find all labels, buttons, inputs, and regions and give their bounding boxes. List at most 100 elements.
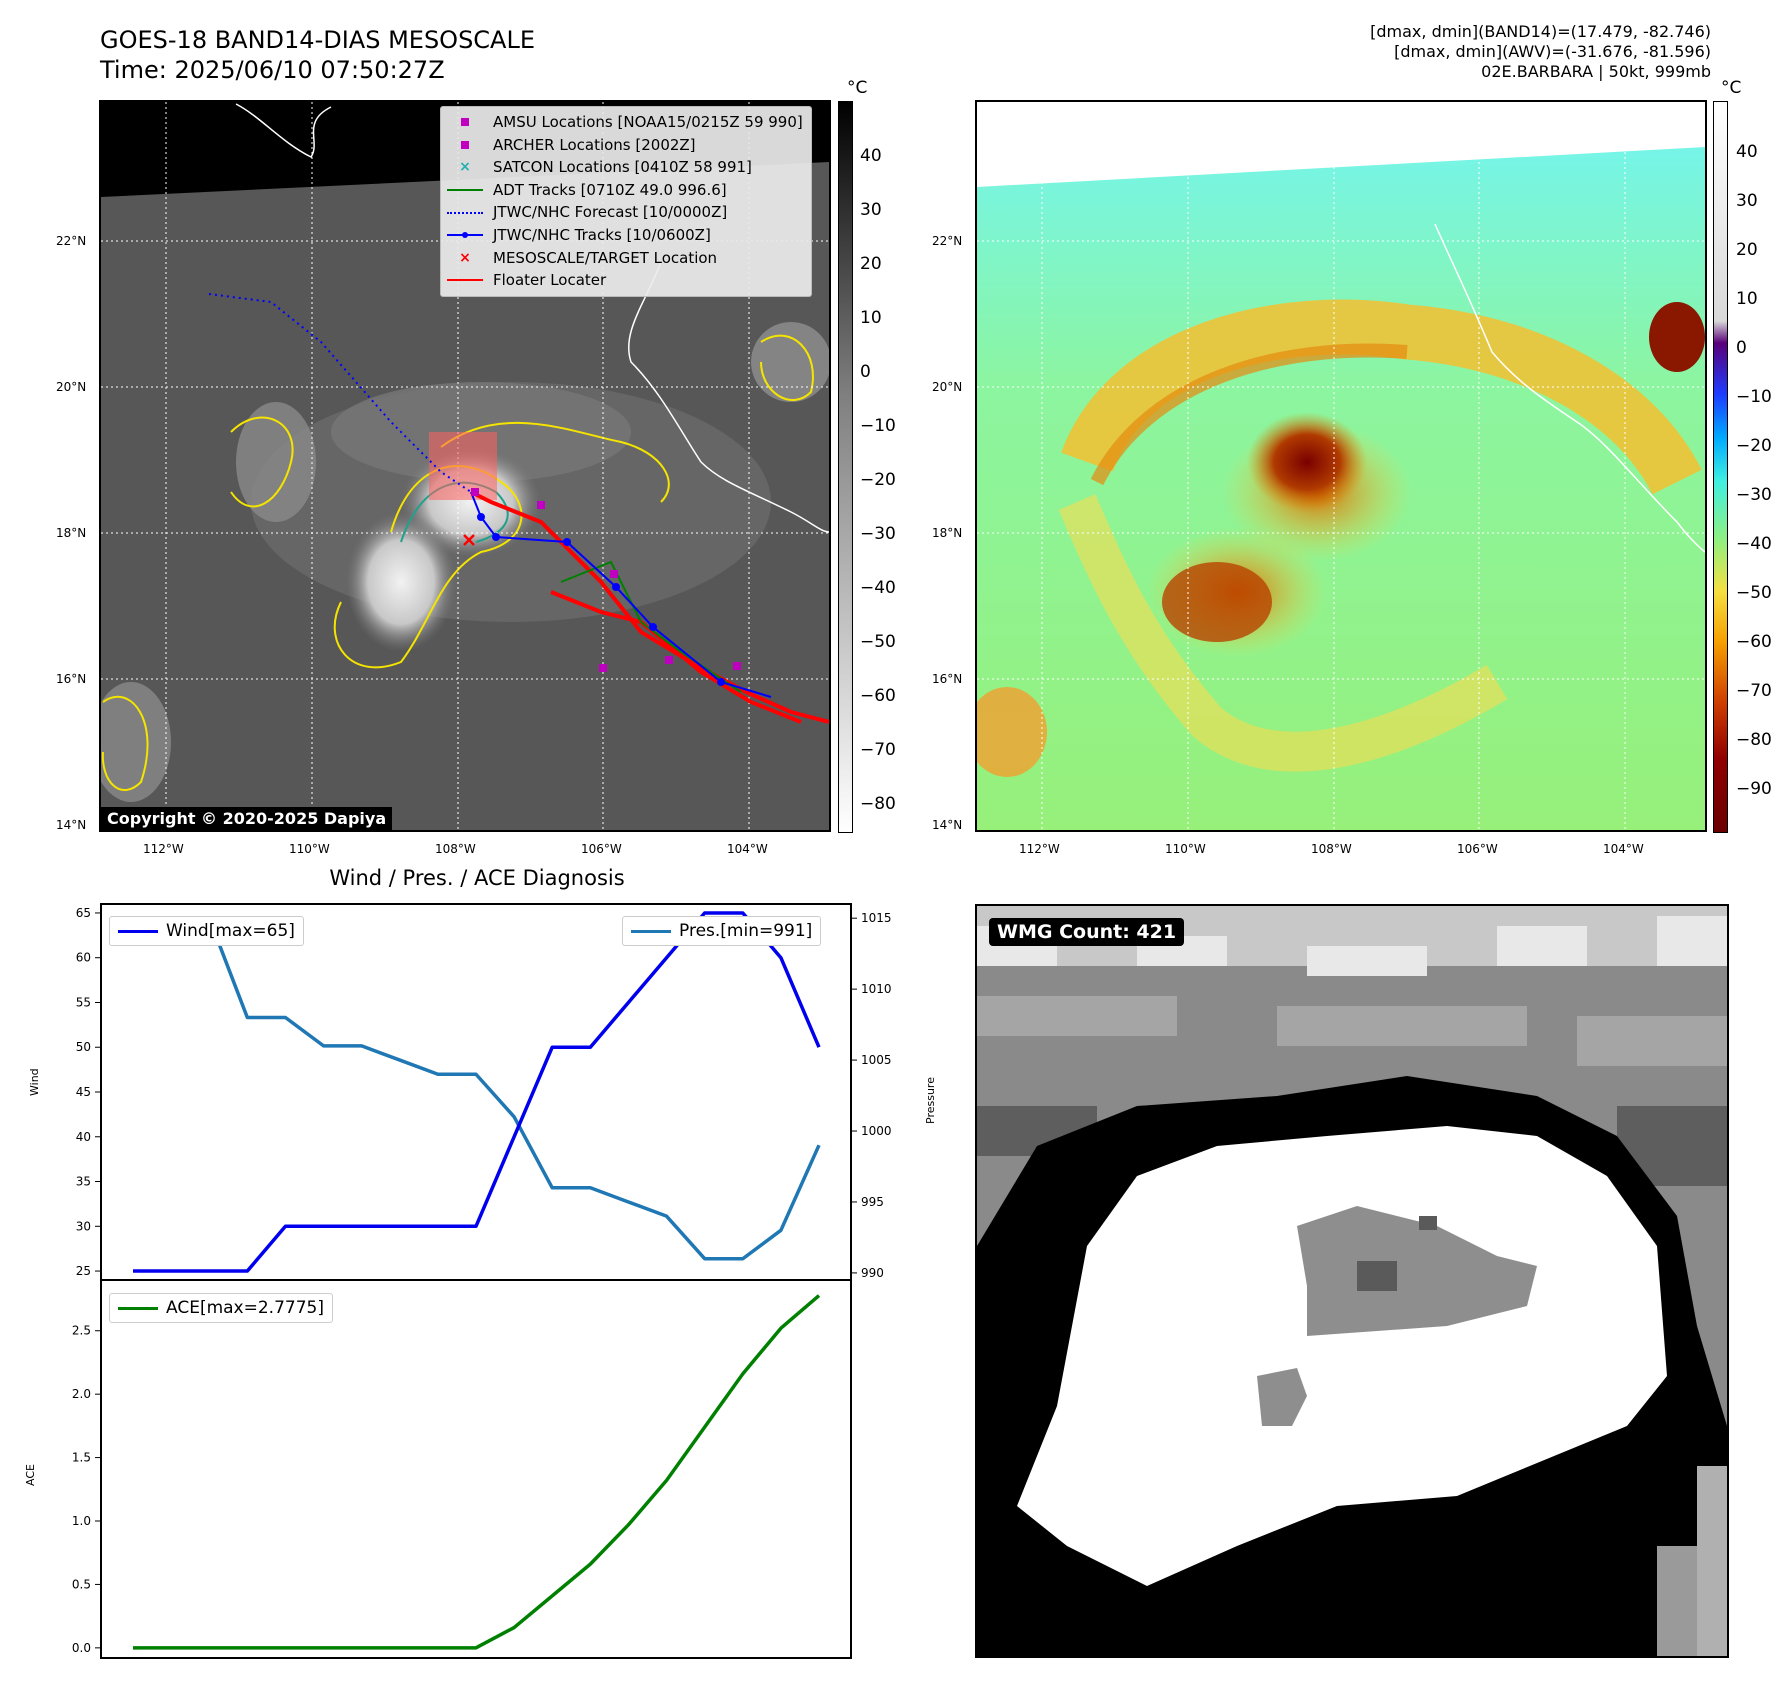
legend-pressure: Pres.[min=991] xyxy=(622,916,822,946)
colorbar-gray-tick: −20 xyxy=(860,470,896,490)
colorbar-awv-tick: 0 xyxy=(1736,338,1747,358)
pressure-axis-tick-label: 990 xyxy=(861,1266,884,1280)
ace-axis-tick-label: 2.5 xyxy=(72,1324,91,1338)
lat-label-22-left: 22°N xyxy=(56,234,87,248)
colorbar-gray-tick: 0 xyxy=(860,362,871,382)
lat-label-18-right: 18°N xyxy=(932,526,963,540)
diagnosis-title: Wind / Pres. / ACE Diagnosis xyxy=(329,866,625,890)
lat-label-14-left: 14°N xyxy=(56,818,87,832)
legend-pressure-swatch xyxy=(631,929,671,933)
colorbar-awv xyxy=(1713,101,1728,833)
ace-axes: 0.0 0.5 1.0 1.5 2.0 2.5 xyxy=(72,1279,852,1659)
wmg-count-label: WMG Count: 421 xyxy=(989,918,1185,946)
pressure-axis-tick-label: 1005 xyxy=(861,1053,892,1067)
lon-label-106-right: 106°W xyxy=(1457,842,1498,856)
colorbar-awv-tick: −20 xyxy=(1736,436,1772,456)
colorbar-awv-tick: −60 xyxy=(1736,632,1772,652)
lon-label-104-right: 104°W xyxy=(1603,842,1644,856)
colorbar-awv-tick: −50 xyxy=(1736,583,1772,603)
pressure-axis-tick-label: 1010 xyxy=(861,982,892,996)
colorbar-gray xyxy=(838,101,853,833)
pressure-axis-tick-label: 995 xyxy=(861,1195,884,1209)
info-block: [dmax, dmin](BAND14)=(17.479, -82.746) [… xyxy=(1370,22,1711,82)
legend-item-floater: Floater Locater xyxy=(447,269,803,292)
colorbar-awv-tick: −70 xyxy=(1736,681,1772,701)
info-awv: [dmax, dmin](AWV)=(-31.676, -81.596) xyxy=(1394,42,1711,61)
colorbar-gray-tick: 10 xyxy=(860,308,882,328)
ace-axis-tick-label: 1.5 xyxy=(72,1451,91,1465)
legend-item-archer: ARCHER Locations [2002Z] xyxy=(447,134,803,157)
wind-axis-tick-label: 45 xyxy=(76,1085,91,1099)
legend-item-target: × MESOSCALE/TARGET Location xyxy=(459,248,718,267)
colorbar-awv-tick: 30 xyxy=(1736,191,1758,211)
wind-axis-tick-label: 35 xyxy=(76,1175,91,1189)
lat-label-20-right: 20°N xyxy=(932,380,963,394)
colorbar-gray-unit: °C xyxy=(847,78,868,98)
wind-axis-tick-label: 65 xyxy=(76,906,91,920)
lon-label-106-left: 106°W xyxy=(581,842,622,856)
wind-axis-tick-label: 40 xyxy=(76,1130,91,1144)
wind-pressure-axes: 25 30 35 40 45 50 55 60 65 990 995 1000 1005 1010 1015 xyxy=(76,903,892,1281)
wind-axis-tick-label: 50 xyxy=(76,1040,91,1054)
colorbar-gray-tick: −70 xyxy=(860,740,896,760)
colorbar-awv-tick: −40 xyxy=(1736,534,1772,554)
lat-label-14-right: 14°N xyxy=(932,818,963,832)
colorbar-gray-tick: 30 xyxy=(860,200,882,220)
legend-item-adt: ADT Tracks [0710Z 49.0 996.6] xyxy=(447,179,803,202)
figure-time: Time: 2025/06/10 07:50:27Z xyxy=(100,56,445,84)
copyright-label: Copyright © 2020-2025 Dapiya xyxy=(101,807,393,830)
lon-label-110-right: 110°W xyxy=(1165,842,1206,856)
pressure-axis-tick-label: 1000 xyxy=(861,1124,892,1138)
ace-axis-tick-label: 2.0 xyxy=(72,1387,91,1401)
wind-axis-tick-label: 30 xyxy=(76,1219,91,1233)
wind-axis-tick-label: 60 xyxy=(76,951,91,965)
legend-item-satcon: × SATCON Locations [0410Z 58 991] xyxy=(459,158,752,177)
legend-item-forecast: JTWC/NHC Forecast [10/0000Z] xyxy=(447,201,803,224)
lat-label-16-right: 16°N xyxy=(932,672,963,686)
awv-map-image xyxy=(977,102,1705,830)
colorbar-awv-tick: −10 xyxy=(1736,387,1772,407)
colorbar-awv-tick: −30 xyxy=(1736,485,1772,505)
ace-axis-tick-label: 1.0 xyxy=(72,1514,91,1528)
ace-series-line xyxy=(133,1294,821,1650)
wind-series-line xyxy=(133,911,821,1273)
legend-item-amsu: AMSU Locations [NOAA15/0215Z 59 990] xyxy=(447,111,803,134)
pressure-series-line xyxy=(133,916,821,1261)
wind-axis-tick-label: 55 xyxy=(76,995,91,1009)
lat-label-22-right: 22°N xyxy=(932,234,963,248)
awv-map-panel xyxy=(975,100,1707,832)
colorbar-gray-tick: 20 xyxy=(860,254,882,274)
wmg-panel: WMG Count: 421 xyxy=(975,904,1729,1658)
ace-axis-tick-label: 0.5 xyxy=(72,1577,91,1591)
lon-label-108-right: 108°W xyxy=(1311,842,1352,856)
info-band14: [dmax, dmin](BAND14)=(17.479, -82.746) xyxy=(1370,22,1711,41)
lon-label-112-left: 112°W xyxy=(143,842,184,856)
legend-wind: Wind[max=65] xyxy=(109,916,304,946)
colorbar-awv-unit: °C xyxy=(1721,78,1742,98)
figure-title: GOES-18 BAND14-DIAS MESOSCALE xyxy=(100,26,536,54)
ace-axis-tick-label: 0.0 xyxy=(72,1641,91,1655)
colorbar-awv-tick: 40 xyxy=(1736,142,1758,162)
colorbar-awv-tick: −90 xyxy=(1736,779,1772,799)
info-storm: 02E.BARBARA | 50kt, 999mb xyxy=(1481,62,1711,81)
diagnosis-chart: 25 30 35 40 45 50 55 60 65 990 995 1000 1005 1010 1015… xyxy=(72,903,892,1659)
lat-label-20-left: 20°N xyxy=(56,380,87,394)
wmg-image xyxy=(977,906,1727,1656)
legend-ace-swatch xyxy=(118,1306,158,1310)
map-legend: AMSU Locations [NOAA15/0215Z 59 990] ARC… xyxy=(440,106,812,297)
lon-label-112-right: 112°W xyxy=(1019,842,1060,856)
lat-label-16-left: 16°N xyxy=(56,672,87,686)
wind-axis-tick-label: 25 xyxy=(76,1264,91,1278)
lon-label-104-left: 104°W xyxy=(727,842,768,856)
colorbar-awv-tick: 20 xyxy=(1736,240,1758,260)
colorbar-gray-tick: −10 xyxy=(860,416,896,436)
legend-item-tracks: JTWC/NHC Tracks [10/0600Z] xyxy=(447,224,803,247)
pressure-axis-tick-label: 1015 xyxy=(861,911,892,925)
colorbar-gray-tick: −60 xyxy=(860,686,896,706)
wind-axis-title: Wind xyxy=(28,1068,41,1096)
ace-frame xyxy=(100,1279,852,1659)
pressure-axis-title: Pressure xyxy=(924,1077,937,1124)
colorbar-gray-tick: −30 xyxy=(860,524,896,544)
colorbar-awv-tick: −80 xyxy=(1736,730,1772,750)
colorbar-gray-tick: −50 xyxy=(860,632,896,652)
